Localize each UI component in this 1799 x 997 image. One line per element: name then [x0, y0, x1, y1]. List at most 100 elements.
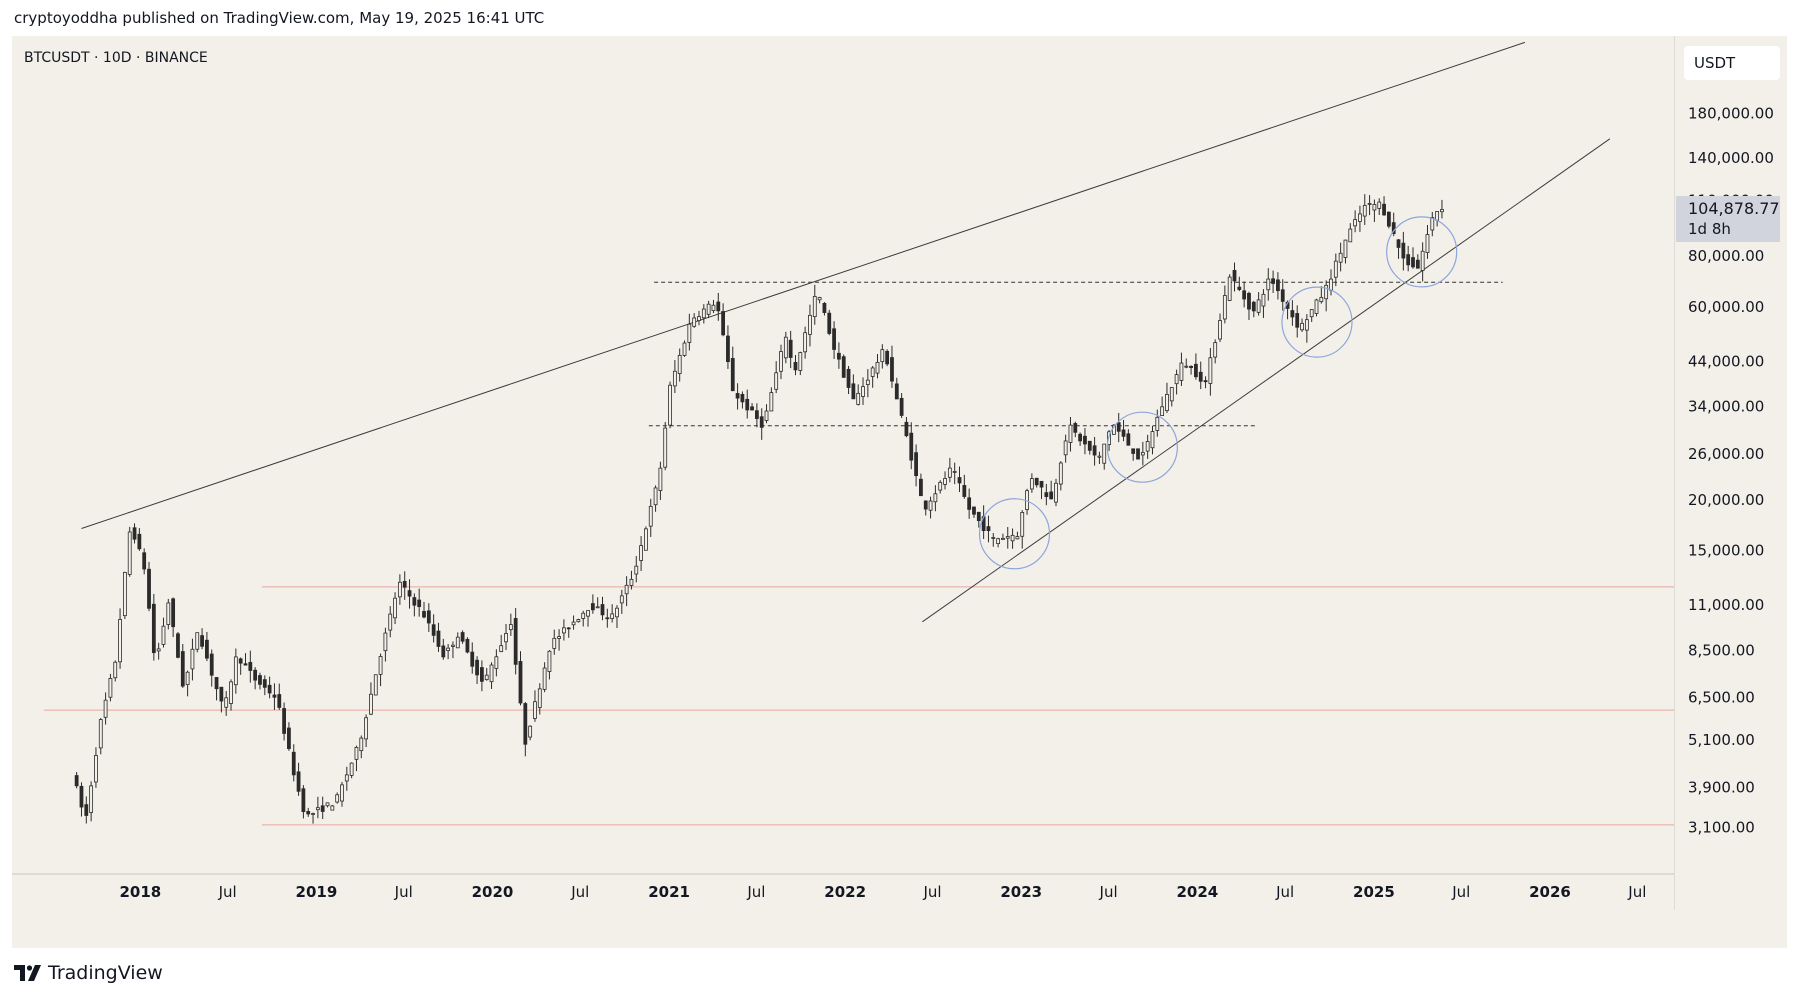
candle-body — [1406, 254, 1411, 266]
candle — [470, 642, 475, 674]
annotation-circle[interactable] — [978, 498, 1051, 570]
candle — [523, 702, 528, 757]
candle — [972, 506, 976, 518]
candle — [301, 785, 306, 819]
annotation-circle[interactable] — [1281, 286, 1353, 358]
candle-body — [282, 708, 286, 734]
candle — [1401, 231, 1406, 271]
candle — [1034, 477, 1039, 488]
candle-body — [171, 598, 176, 628]
candle-body — [682, 342, 687, 356]
candle — [1343, 239, 1348, 264]
candle-body — [576, 619, 581, 623]
currency-selector[interactable]: USDT — [1684, 46, 1780, 80]
candle-body — [711, 304, 716, 311]
candle — [229, 679, 233, 711]
candle — [1208, 347, 1213, 396]
candle — [557, 629, 561, 651]
candle-body — [1107, 431, 1111, 446]
candle — [740, 391, 745, 409]
candle — [272, 683, 277, 710]
candle-body — [740, 393, 745, 403]
candle — [808, 304, 812, 347]
candle-body — [624, 584, 629, 595]
candle-body — [190, 648, 195, 670]
candle-body — [976, 511, 981, 522]
candle-body — [832, 328, 836, 350]
candle — [209, 649, 214, 687]
candle-body — [287, 727, 291, 749]
candle — [108, 673, 113, 702]
candle — [253, 667, 258, 690]
candle-body — [721, 311, 726, 336]
candle-body — [1039, 480, 1044, 488]
candle — [320, 796, 325, 820]
candle — [1367, 195, 1372, 216]
candle-body — [1184, 365, 1189, 368]
candle-body — [1078, 433, 1083, 442]
candle — [156, 642, 161, 660]
candle-body — [470, 651, 475, 667]
candle-body — [1329, 278, 1333, 291]
footer-brand[interactable]: TradingView — [14, 962, 163, 984]
candle — [1194, 353, 1198, 380]
candle — [909, 422, 914, 470]
time-tick-label: Jul — [1627, 883, 1646, 901]
candle — [340, 781, 344, 807]
candle — [730, 346, 735, 392]
candle-body — [557, 636, 561, 639]
candle — [904, 417, 909, 438]
trendline[interactable] — [922, 138, 1611, 623]
price-axis[interactable]: 180,000.00140,000.00110,000.0080,000.006… — [1674, 36, 1787, 910]
candle-body — [658, 467, 663, 491]
candle — [1300, 318, 1304, 333]
candle — [1049, 480, 1054, 500]
candle-body — [1367, 203, 1372, 205]
candle-body — [1121, 429, 1126, 437]
candle-body — [779, 351, 783, 372]
candle-body — [894, 383, 899, 400]
candle — [1131, 448, 1136, 461]
candle — [248, 650, 253, 683]
candle — [1145, 434, 1150, 459]
candle — [629, 570, 634, 590]
candle-body — [1276, 279, 1280, 292]
price-tick-label: 6,500.00 — [1688, 689, 1755, 707]
candle — [943, 471, 947, 490]
candle-body — [89, 785, 94, 813]
candle — [745, 389, 750, 419]
trendline[interactable] — [81, 41, 1526, 530]
candle — [1304, 314, 1309, 343]
candle-body — [364, 717, 369, 740]
candle-body — [750, 406, 754, 411]
candle — [402, 571, 407, 600]
candle-body — [1353, 219, 1358, 227]
candle-body — [769, 392, 774, 412]
candle-body — [132, 527, 137, 540]
candle-body — [291, 751, 296, 776]
candle — [1058, 461, 1063, 491]
candle — [967, 488, 972, 519]
candle — [1068, 416, 1073, 452]
candle-body — [330, 805, 335, 811]
candle — [947, 457, 952, 483]
candle — [1247, 291, 1251, 320]
candle-body — [1174, 374, 1179, 385]
candle-body — [634, 565, 639, 575]
candle — [1333, 253, 1338, 287]
candle — [518, 651, 523, 706]
candle — [74, 772, 79, 789]
candle-body — [393, 597, 397, 619]
candle — [441, 638, 446, 660]
annotation-circle[interactable] — [1106, 411, 1178, 483]
candle — [349, 762, 354, 779]
annotation-circle[interactable] — [1386, 216, 1458, 288]
candle-body — [1295, 313, 1300, 328]
candle-body — [147, 568, 151, 609]
chart-plot-area[interactable]: 2018 Jul 2019 Jul 2020 Jul 2021 Jul 2022 Jul 2023 J… — [12, 36, 1674, 910]
candle — [378, 653, 383, 687]
candle — [1377, 198, 1382, 215]
candle-body — [373, 674, 378, 696]
candle-body — [967, 497, 972, 510]
candle — [1174, 369, 1179, 395]
